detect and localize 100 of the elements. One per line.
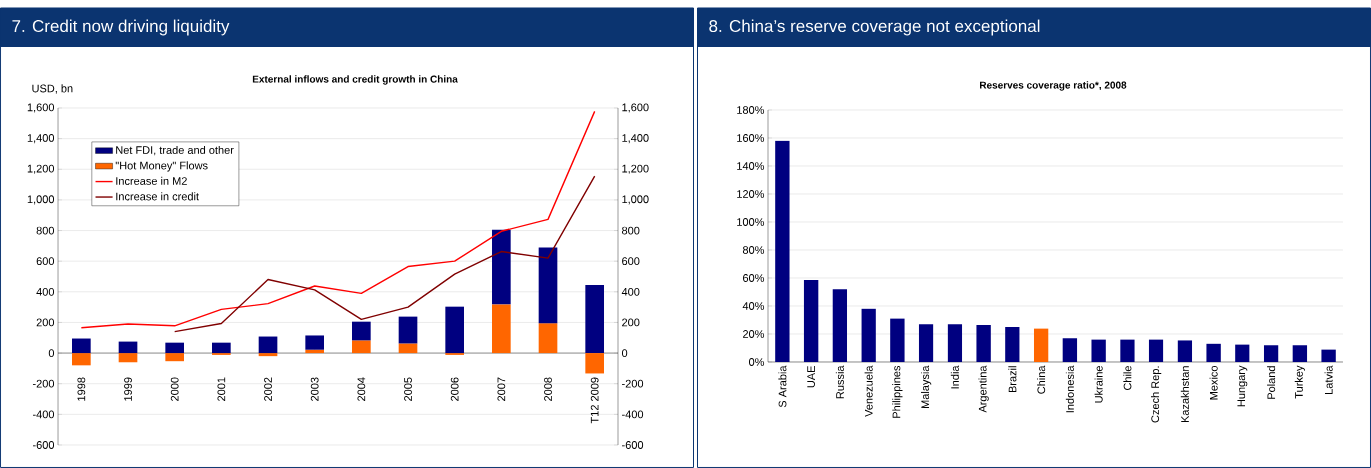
bar (538, 247, 558, 324)
x-tick-label: S Arabia (778, 365, 787, 408)
y-tick-label: 600 (36, 257, 55, 266)
y-tick-label: 140% (737, 162, 765, 170)
bar (72, 353, 91, 366)
y-tick-label: 100% (737, 218, 765, 226)
x-tick-label: Philippines (892, 365, 903, 418)
bar (398, 316, 418, 344)
bar (258, 336, 278, 354)
bar (305, 335, 325, 350)
x-tick-label: 2004 (357, 377, 366, 401)
x-tick-label: Latvia (1324, 365, 1333, 394)
y-tick-label: 400 (36, 287, 55, 296)
bar (72, 338, 91, 354)
y-tick-label: 120% (737, 190, 765, 198)
bar (352, 340, 371, 354)
bar (212, 342, 231, 354)
y2-tick-label: 1,600 (622, 103, 649, 113)
bar (398, 343, 418, 354)
x-tick-label: Czech Rep. (1151, 366, 1162, 423)
x-tick-label: Chile (1123, 366, 1132, 391)
bar (165, 353, 185, 362)
y2-tick-label: 600 (622, 257, 640, 266)
x-tick-label: Poland (1267, 366, 1276, 399)
bar (890, 318, 905, 362)
x-tick-label: Turkey (1294, 365, 1305, 399)
x-tick-label: Kazakhstan (1180, 366, 1189, 423)
y-tick-label: 180% (737, 106, 765, 114)
bar (118, 353, 138, 363)
bar (1292, 345, 1308, 362)
y2-tick-label: 1,000 (622, 195, 649, 205)
y2-tick-label: -400 (622, 410, 644, 419)
bar (492, 304, 511, 354)
x-tick-label: Malaysia (921, 365, 932, 409)
bar (1091, 339, 1106, 362)
y-tick-label: 60% (743, 274, 765, 282)
bar (1005, 326, 1020, 362)
bar (165, 342, 185, 354)
y-tick-label: 1,000 (27, 195, 55, 205)
x-tick-label: Ukraine (1094, 366, 1103, 403)
x-tick-label: 1999 (124, 377, 132, 401)
x-tick-label: Hungary (1237, 365, 1248, 407)
chart-title: 7. Credit now driving liquidity (12, 19, 230, 36)
bar (918, 324, 934, 362)
y2-tick-label: 400 (621, 287, 640, 296)
x-tick-label: 2005 (404, 377, 412, 401)
bar (976, 324, 991, 362)
x-tick-label: Mexico (1209, 365, 1218, 400)
bar (1263, 345, 1279, 362)
legend-label: Increase in credit (116, 192, 199, 201)
bar (585, 284, 605, 354)
bar (1062, 338, 1078, 362)
bar (832, 289, 848, 362)
x-tick-label: Venezuela (864, 365, 873, 417)
y-axis-title: USD, bn (32, 84, 73, 94)
y-tick-label: -200 (32, 379, 55, 388)
y2-tick-label: -200 (622, 379, 644, 388)
chart-title: 8. China’s reserve coverage not exceptional (709, 19, 1040, 36)
y-tick-label: 160% (737, 134, 765, 142)
x-tick-label: 2008 (544, 377, 552, 401)
y2-tick-label: 800 (622, 226, 640, 235)
x-tick-label: T12 2009 (590, 377, 599, 424)
x-tick-label: UAE (807, 366, 815, 388)
bar (1120, 339, 1135, 362)
x-tick-label: 2006 (450, 377, 459, 401)
x-tick-label: Russia (835, 365, 844, 399)
y-tick-label: 1,600 (27, 103, 55, 113)
y2-tick-label: 200 (622, 318, 640, 327)
bar (538, 323, 558, 354)
x-tick-label: 1998 (77, 377, 86, 401)
x-tick-label: India (950, 365, 959, 389)
y-tick-label: 1,400 (27, 134, 55, 144)
bar (947, 324, 963, 362)
bar (258, 353, 278, 357)
bar (1033, 328, 1049, 362)
bar (1206, 343, 1221, 362)
y2-tick-label: 1,400 (622, 134, 649, 144)
x-tick-label: Brazil (1008, 366, 1017, 393)
bar (445, 306, 465, 354)
y-tick-label: 0 (48, 349, 55, 357)
bar (305, 349, 325, 354)
x-tick-label: China (1037, 365, 1046, 394)
chart-subtitle: External inflows and credit growth in China (252, 75, 458, 85)
legend-label: Net FDI, trade and other (116, 145, 234, 156)
line-series (80, 110, 596, 329)
legend-label: Increase in M2 (116, 176, 187, 185)
x-tick-label: Argentina (978, 365, 989, 413)
y-tick-label: 40% (742, 302, 765, 310)
y-tick-label: 800 (36, 226, 55, 235)
y2-tick-label: -600 (622, 441, 644, 449)
x-tick-label: 2002 (264, 377, 272, 401)
chart-subtitle: Reserves coverage ratio*, 2008 (980, 81, 1127, 91)
x-tick-label: Indonesia (1065, 365, 1074, 413)
bar (352, 321, 371, 341)
x-tick-label: 2003 (310, 377, 319, 401)
bar (1235, 344, 1250, 362)
x-tick-label: 2000 (170, 377, 179, 401)
x-tick-label: 2001 (217, 377, 226, 401)
bar (1321, 349, 1336, 362)
y2-tick-label: 0 (621, 349, 628, 357)
